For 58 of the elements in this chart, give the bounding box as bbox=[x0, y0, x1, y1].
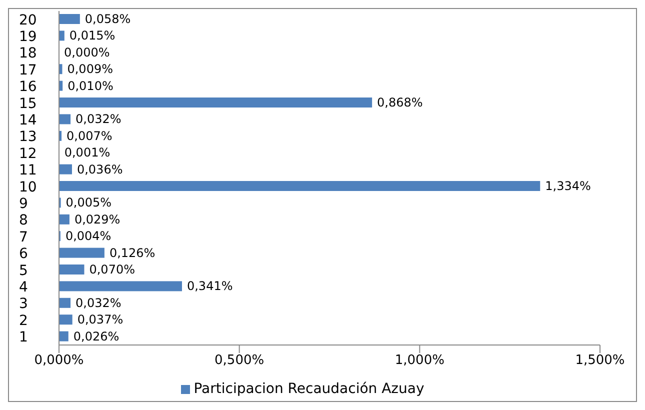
y-tick-label: 1 bbox=[19, 330, 28, 346]
y-tick-label: 14 bbox=[19, 112, 37, 129]
legend-label: Participacion Recaudación Azuay bbox=[194, 381, 424, 397]
data-label: 0,001% bbox=[64, 146, 110, 160]
bar bbox=[59, 314, 72, 325]
bar bbox=[59, 214, 70, 224]
y-tick-label: 3 bbox=[19, 296, 28, 312]
y-tick-label: 7 bbox=[19, 229, 28, 246]
data-label: 0,026% bbox=[73, 329, 120, 344]
y-tick-label: 10 bbox=[19, 179, 37, 196]
x-tick-label: 1,000% bbox=[394, 353, 444, 368]
bar bbox=[59, 114, 71, 124]
y-tick-label: 18 bbox=[19, 46, 37, 62]
data-label: 0,126% bbox=[109, 246, 156, 260]
data-label: 0,341% bbox=[186, 279, 233, 294]
data-label: 0,037% bbox=[77, 312, 124, 327]
bar bbox=[59, 14, 80, 24]
y-tick-label: 19 bbox=[19, 29, 37, 46]
x-tick-label: 0,000% bbox=[34, 353, 84, 368]
y-tick-label: 11 bbox=[19, 162, 37, 179]
data-label: 0,007% bbox=[66, 128, 112, 143]
data-label: 0,010% bbox=[68, 78, 114, 93]
data-label: 0,005% bbox=[66, 196, 112, 210]
bar bbox=[59, 164, 72, 174]
x-tick-label: 1,500% bbox=[575, 353, 625, 368]
data-label: 0,004% bbox=[65, 229, 112, 244]
y-tick-label: 16 bbox=[19, 79, 37, 96]
x-tick-label: 0,500% bbox=[214, 353, 264, 368]
y-tick-label: 9 bbox=[19, 196, 28, 212]
data-label: 0,070% bbox=[89, 262, 136, 276]
data-label: 0,036% bbox=[76, 162, 123, 176]
y-tick-label: 13 bbox=[19, 129, 37, 146]
bar bbox=[59, 298, 71, 308]
data-label: 1,334% bbox=[545, 179, 591, 193]
y-tick-label: 8 bbox=[19, 212, 28, 229]
bar bbox=[59, 331, 68, 342]
data-label: 0,032% bbox=[76, 296, 122, 310]
data-label: 0,032% bbox=[76, 112, 122, 126]
bar bbox=[59, 248, 104, 258]
y-tick-label: 20 bbox=[19, 12, 37, 28]
bar bbox=[59, 264, 84, 274]
bar bbox=[59, 281, 182, 292]
y-tick-label: 5 bbox=[19, 262, 28, 279]
y-tick-label: 4 bbox=[19, 280, 28, 296]
data-label: 0,868% bbox=[377, 96, 423, 110]
data-label: 0,000% bbox=[64, 45, 110, 60]
data-label: 0,058% bbox=[84, 12, 131, 26]
data-label: 0,009% bbox=[67, 62, 114, 76]
y-tick-label: 2 bbox=[19, 312, 28, 329]
bar bbox=[59, 98, 372, 108]
y-tick-label: 17 bbox=[19, 62, 37, 78]
y-tick-label: 15 bbox=[19, 96, 37, 112]
y-tick-label: 12 bbox=[19, 146, 37, 162]
y-tick-label: 6 bbox=[19, 246, 28, 262]
bar bbox=[59, 30, 64, 41]
bar bbox=[59, 181, 540, 191]
data-label: 0,015% bbox=[69, 28, 116, 43]
data-label: 0,029% bbox=[74, 212, 120, 226]
